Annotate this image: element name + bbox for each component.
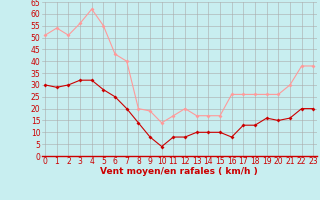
- X-axis label: Vent moyen/en rafales ( km/h ): Vent moyen/en rafales ( km/h ): [100, 168, 258, 177]
